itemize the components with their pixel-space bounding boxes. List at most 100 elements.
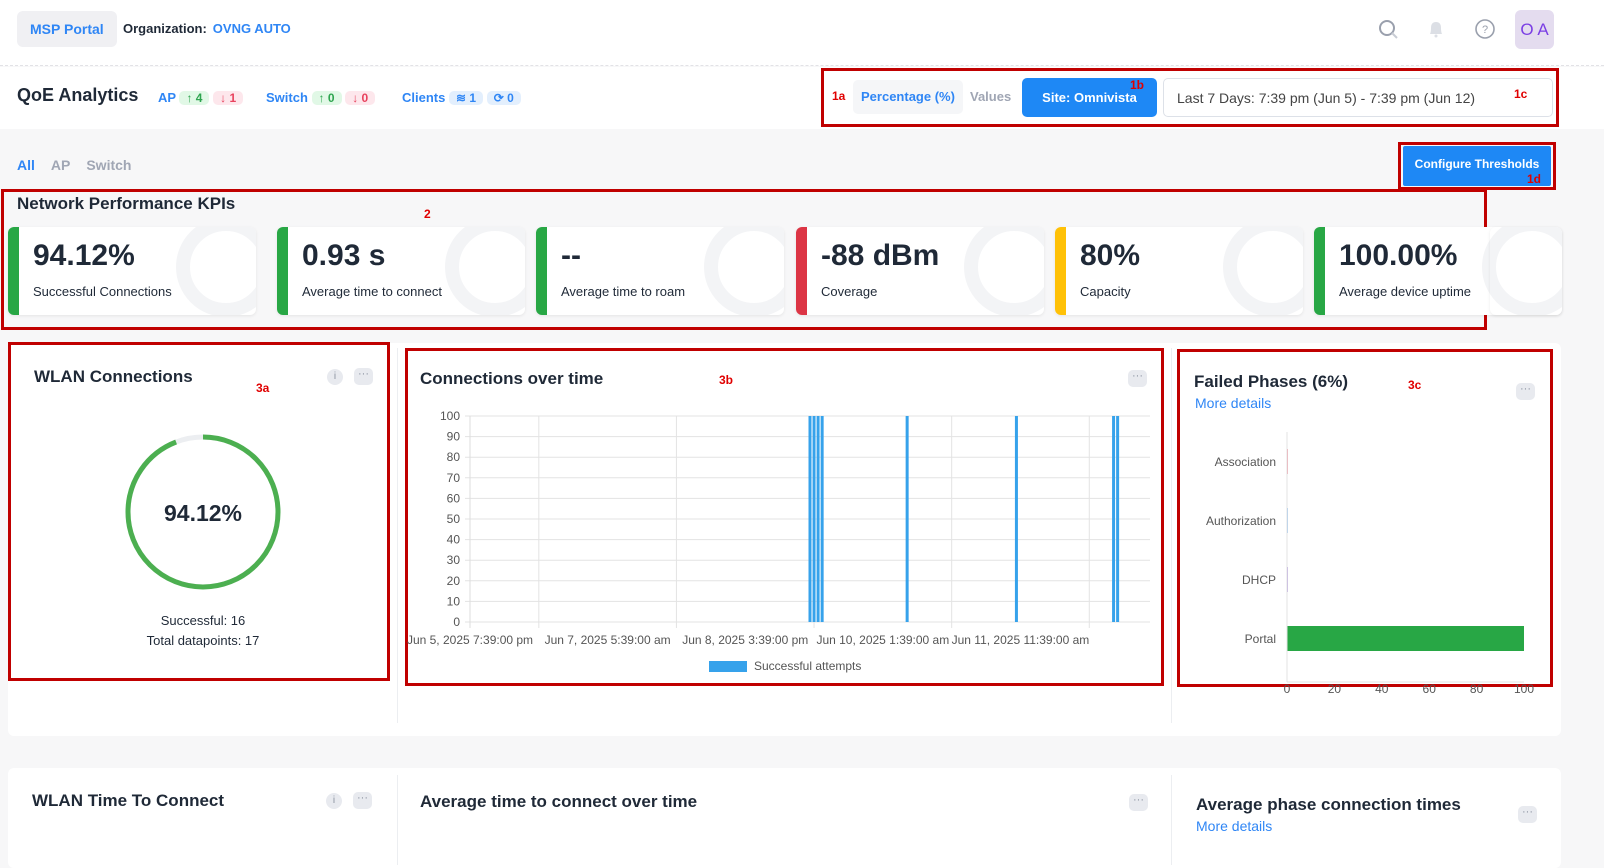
avatar[interactable]: O A [1515, 10, 1554, 49]
wired-clients-badge[interactable]: ⟳ 0 [486, 91, 521, 105]
info-icon[interactable]: i [326, 793, 342, 809]
organization: Organization: OVNG AUTO [123, 21, 291, 36]
switch-up-count: 0 [327, 91, 335, 105]
more-options-icon[interactable]: ··· [1516, 383, 1535, 400]
decorative-icon [176, 227, 256, 315]
msp-portal-button[interactable]: MSP Portal [17, 11, 117, 47]
kpi-value: -88 dBm [821, 239, 940, 272]
annotation-box-1d [1398, 142, 1556, 190]
kpi-value: 94.12% [33, 239, 135, 272]
phase-times-title: Average phase connection times [1196, 795, 1461, 814]
date-range-text: Last 7 Days: 7:39 pm (Jun 5) - 7:39 pm (… [1177, 90, 1476, 106]
tab-all[interactable]: All [17, 157, 35, 173]
switch-status: Switch ↑ 0 ↓ 0 [266, 85, 376, 111]
kpi-label: Successful Connections [33, 284, 172, 299]
bar [905, 416, 909, 622]
status-bar [536, 227, 547, 315]
date-range-picker[interactable]: Last 7 Days: 7:39 pm (Jun 5) - 7:39 pm (… [1163, 78, 1553, 117]
search-icon[interactable] [1376, 18, 1400, 42]
switch-down-count: 0 [361, 91, 369, 105]
annotation-box-1 [821, 68, 1559, 127]
status-bar [277, 227, 288, 315]
org-value[interactable]: OVNG AUTO [212, 21, 291, 36]
bell-icon[interactable] [1424, 18, 1448, 42]
kpi-card[interactable]: 0.93 s Average time to connect [277, 227, 525, 315]
x-tick-label: 60 [1423, 682, 1437, 696]
kpi-label: Average device uptime [1339, 284, 1472, 299]
tab-ap[interactable]: AP [50, 157, 71, 173]
network-icon: ⟳ [493, 91, 504, 105]
more-details-link[interactable]: More details [1196, 818, 1273, 834]
annotation-3a: 3a [256, 381, 270, 395]
svg-text:?: ? [1482, 24, 1488, 36]
annotation-box-3a [8, 342, 390, 681]
x-tick-label: Jun 7, 2025 5:39:00 am [545, 633, 671, 647]
switch-label: Switch [266, 90, 308, 105]
connections-chart-title: Connections over time [420, 369, 604, 388]
bar [1014, 416, 1018, 622]
ap-down-badge[interactable]: ↓ 1 [213, 91, 244, 105]
site-selector-button[interactable]: Site: Omnivista [1022, 78, 1157, 117]
x-tick-label: Jun 11, 2025 11:39:00 am [952, 633, 1090, 647]
annotation-1a: 1a [832, 89, 846, 103]
status-bar [1314, 227, 1325, 315]
tab-switch[interactable]: Switch [86, 157, 132, 173]
y-tick-label: 70 [447, 471, 461, 485]
kpi-card[interactable]: -- Average time to roam [536, 227, 784, 315]
decorative-icon [1223, 227, 1303, 315]
y-tick-label: 50 [447, 512, 461, 526]
y-tick-label: 30 [447, 553, 461, 567]
kpi-section-title: Network Performance KPIs [17, 194, 236, 213]
y-tick-label: 100 [440, 409, 460, 423]
more-options-icon[interactable]: ··· [1518, 806, 1537, 823]
annotation-3b: 3b [719, 373, 734, 387]
kpi-value: 80% [1080, 239, 1141, 272]
more-options-icon[interactable]: ··· [354, 368, 373, 385]
kpi-value: 0.93 s [302, 239, 386, 272]
decorative-icon [445, 227, 525, 315]
info-icon[interactable]: i [327, 369, 343, 385]
donut-value: 94.12% [163, 500, 242, 526]
bar [1116, 416, 1120, 622]
ap-up-badge[interactable]: ↑ 4 [179, 91, 210, 105]
y-tick-label: 40 [447, 533, 461, 547]
success-donut [125, 434, 281, 590]
ap-down-count: 1 [229, 91, 237, 105]
annotation-box-3c [1177, 349, 1553, 687]
switch-up-badge[interactable]: ↑ 0 [311, 91, 342, 105]
annotation-1c: 1c [1514, 87, 1528, 101]
values-toggle[interactable]: Values [970, 89, 1012, 104]
status-bar [8, 227, 19, 315]
more-options-icon[interactable]: ··· [353, 792, 372, 809]
configure-thresholds-button[interactable]: Configure Thresholds [1403, 146, 1551, 186]
kpi-card[interactable]: 94.12% Successful Connections [8, 227, 256, 315]
switch-down-badge[interactable]: ↓ 0 [345, 91, 376, 105]
x-tick-label: Jun 10, 2025 1:39:00 am [816, 633, 949, 647]
kpi-label: Coverage [821, 284, 878, 299]
bar [820, 416, 824, 622]
y-tick-label: 80 [447, 450, 461, 464]
kpi-label: Capacity [1080, 284, 1131, 299]
filter-tabs: All AP Switch [17, 157, 147, 175]
x-tick-label: 0 [1284, 682, 1291, 696]
kpi-card[interactable]: 80% Capacity [1055, 227, 1303, 315]
wifi-clients-badge[interactable]: ≋ 1 [448, 91, 484, 105]
x-tick-label: Jun 8, 2025 3:39:00 pm [682, 633, 808, 647]
percentage-toggle[interactable]: Percentage (%) [853, 80, 963, 114]
y-tick-label: 10 [447, 594, 461, 608]
more-options-icon[interactable]: ··· [1128, 370, 1147, 387]
kpi-value: -- [561, 239, 581, 272]
kpi-card[interactable]: -88 dBm Coverage [796, 227, 1044, 315]
more-details-link[interactable]: More details [1195, 395, 1272, 411]
bar [808, 416, 812, 622]
help-icon[interactable]: ? [1473, 18, 1497, 42]
x-tick-label: 80 [1470, 682, 1484, 696]
legend-label: Successful attempts [754, 659, 861, 673]
kpi-value: 100.00% [1339, 239, 1458, 272]
bar [816, 416, 820, 622]
y-tick-label: 90 [447, 430, 461, 444]
annotation-1d: 1d [1527, 172, 1542, 186]
kpi-label: Average time to connect [302, 284, 442, 299]
annotation-3c: 3c [1408, 378, 1422, 392]
more-options-icon[interactable]: ··· [1129, 794, 1148, 811]
